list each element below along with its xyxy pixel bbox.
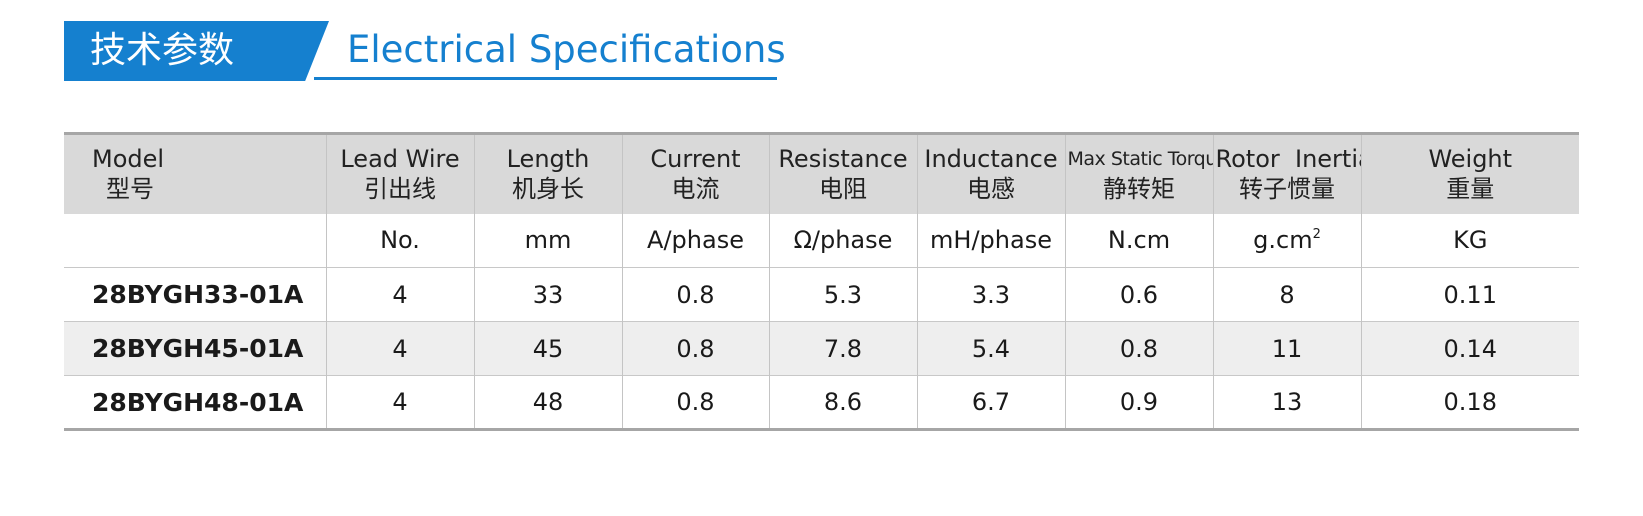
unit-cell: N.cm [1064,213,1213,268]
column-header-en: Max Static Torque [1067,148,1214,171]
table-cell: 0.8 [621,321,769,376]
column-header-en: Rotor Inertia [1215,145,1362,174]
table-cell: 0.9 [1064,375,1213,430]
specifications-table: Model 型号 Lead Wire 引出线 Length 机身长 Curren… [64,132,1579,431]
unit-cell: KG [1360,213,1579,268]
table-cell: 5.3 [768,267,917,322]
column-header-length: Length 机身长 [473,133,622,214]
table-cell: 8.6 [768,375,917,430]
column-header-inductance: Inductance 电感 [916,133,1065,214]
table-row: 28BYGH33-01A 4 33 0.8 5.3 3.3 0.6 8 0.11 [64,267,1579,322]
table-cell: 4 [325,267,474,322]
title-chinese: 技术参数 [64,21,329,81]
column-header-en: Length [506,145,590,174]
table-header-row: Model 型号 Lead Wire 引出线 Length 机身长 Curren… [64,133,1579,214]
unit-cell: A/phase [621,213,769,268]
table-cell: 8 [1212,267,1361,322]
unit-text: g.cm [1253,226,1313,255]
column-header-en: Inductance [924,145,1058,174]
unit-cell: g.cm2 [1212,213,1361,268]
unit-cell: mm [473,213,622,268]
units-row: No. mm A/phase Ω/phase mH/phase N.cm g.c… [64,213,1579,268]
table-cell: 48 [473,375,622,430]
table-cell: 4 [325,375,474,430]
column-header-resistance: Resistance 电阻 [768,133,917,214]
column-header-model: Model 型号 [64,134,326,214]
table-cell: 33 [473,267,622,322]
table-row: 28BYGH45-01A 4 45 0.8 7.8 5.4 0.8 11 0.1… [64,321,1579,376]
column-header-en: Model [92,145,165,174]
table-cell: 0.11 [1360,267,1579,322]
table-cell: 11 [1212,321,1361,376]
table-cell: 0.8 [621,375,769,430]
column-header-cn: 电感 [967,175,1015,204]
column-header-max-static-torque: Max Static Torque 静转矩 [1064,133,1214,214]
table-row: 28BYGH48-01A 4 48 0.8 8.6 6.7 0.9 13 0.1… [64,375,1579,430]
model-cell: 28BYGH48-01A [92,387,304,417]
column-header-en: Current [650,145,741,174]
table-cell: 0.8 [621,267,769,322]
column-header-en: Weight [1428,145,1513,174]
unit-superscript: 2 [1312,227,1321,243]
table-cell: 5.4 [916,321,1065,376]
column-header-cn: 电阻 [819,175,867,204]
title-underline [314,77,777,80]
column-header-lead-wire: Lead Wire 引出线 [325,133,474,214]
table-cell: 13 [1212,375,1361,430]
column-header-cn: 型号 [106,175,154,204]
table-cell: 45 [473,321,622,376]
column-header-cn: 引出线 [364,175,436,204]
column-header-current: Current 电流 [621,133,769,214]
unit-cell [64,214,326,268]
column-header-cn: 电流 [671,175,720,204]
column-header-weight: Weight 重量 [1360,133,1579,214]
column-header-rotor-inertia: Rotor Inertia 转子惯量 [1212,133,1362,214]
table-cell: 6.7 [916,375,1065,430]
table-cell: 0.8 [1064,321,1213,376]
model-cell: 28BYGH45-01A [92,334,304,363]
table-cell: 0.14 [1360,321,1579,376]
column-header-cn: 静转矩 [1103,175,1175,204]
table-cell: 0.18 [1360,375,1579,430]
column-header-cn: 转子惯量 [1239,175,1335,204]
column-header-en: Lead Wire [340,145,460,174]
unit-cell: No. [325,213,474,268]
table-cell: 7.8 [768,321,917,376]
section-title: 技术参数 Electrical Specifications [64,21,786,81]
unit-cell: Ω/phase [768,213,917,268]
column-header-cn: 机身长 [512,175,584,204]
table-cell: 4 [325,321,474,376]
table-cell: 0.6 [1064,267,1213,322]
table-cell: 3.3 [916,267,1065,322]
column-header-cn: 重量 [1446,175,1495,204]
title-english: Electrical Specifications [347,28,786,71]
unit-cell: mH/phase [916,213,1065,268]
model-cell: 28BYGH33-01A [92,280,304,309]
column-header-en: Resistance [778,145,908,174]
